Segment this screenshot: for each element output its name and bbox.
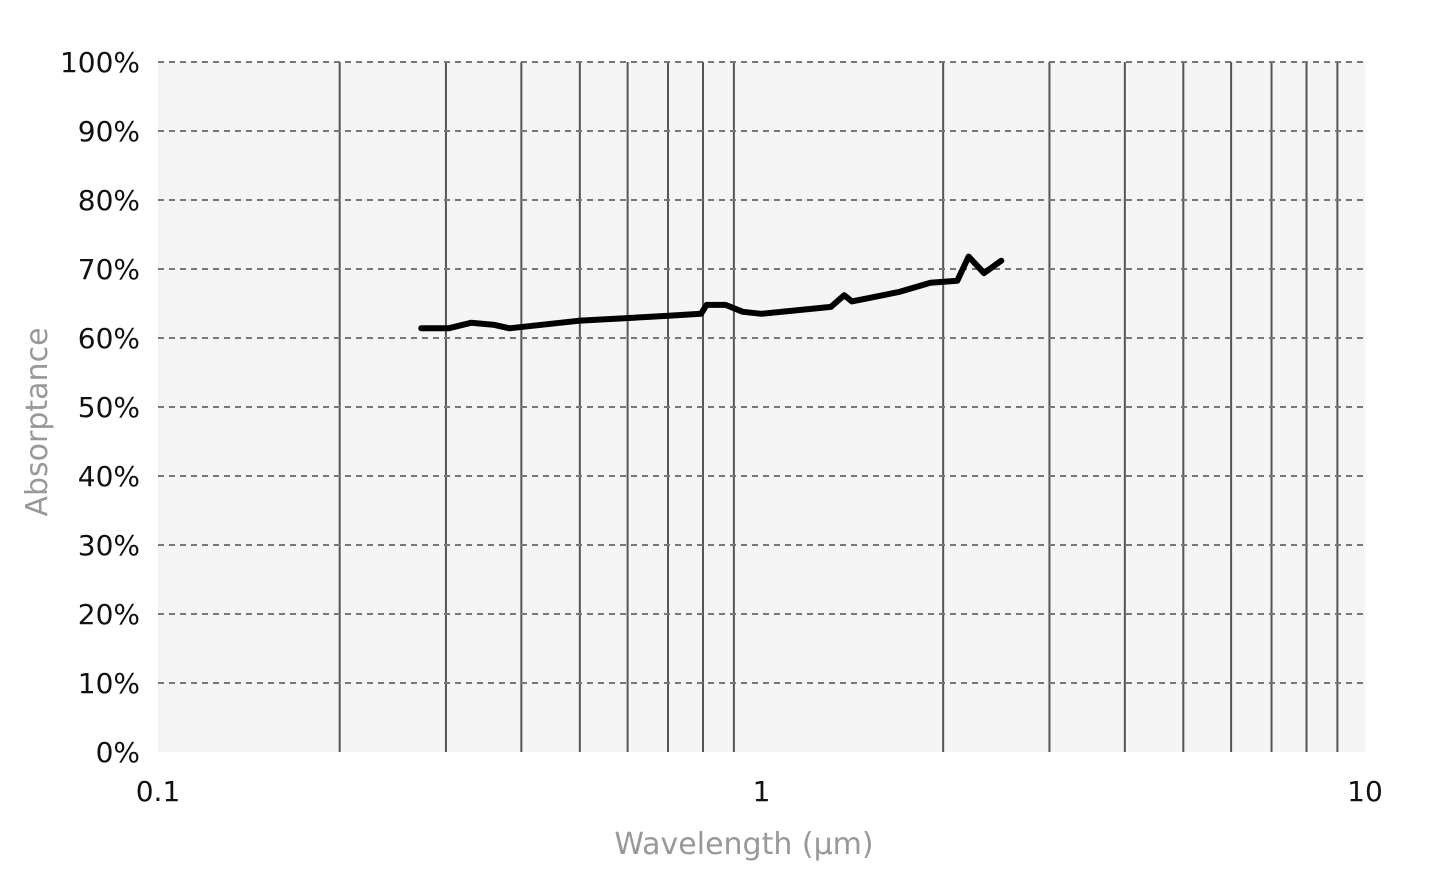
y-tick-label: 90%	[78, 115, 140, 148]
horizontal-grid	[158, 61, 1365, 684]
y-axis-label: Absorptance	[20, 327, 55, 516]
y-tick-label: 10%	[78, 667, 140, 700]
x-tick-label: 10	[1347, 775, 1383, 808]
y-tick-label: 70%	[78, 253, 140, 286]
x-tick-labels: 0.1 1 10	[136, 775, 1383, 808]
y-tick-label: 60%	[78, 322, 140, 355]
y-tick-label: 50%	[78, 391, 140, 424]
y-tick-label: 20%	[78, 598, 140, 631]
y-tick-label: 100%	[60, 46, 140, 79]
series-line	[418, 253, 1005, 332]
x-tick-label: 0.1	[136, 775, 181, 808]
x-axis-label: Wavelength (µm)	[614, 827, 873, 862]
y-tick-label: 0%	[96, 736, 140, 769]
y-tick-label: 40%	[78, 460, 140, 493]
y-tick-label: 30%	[78, 529, 140, 562]
y-tick-label: 80%	[78, 184, 140, 217]
y-tick-labels: 0% 10% 20% 30% 40% 50% 60% 70% 80% 90% 100%	[60, 46, 140, 769]
x-tick-label: 1	[753, 775, 771, 808]
